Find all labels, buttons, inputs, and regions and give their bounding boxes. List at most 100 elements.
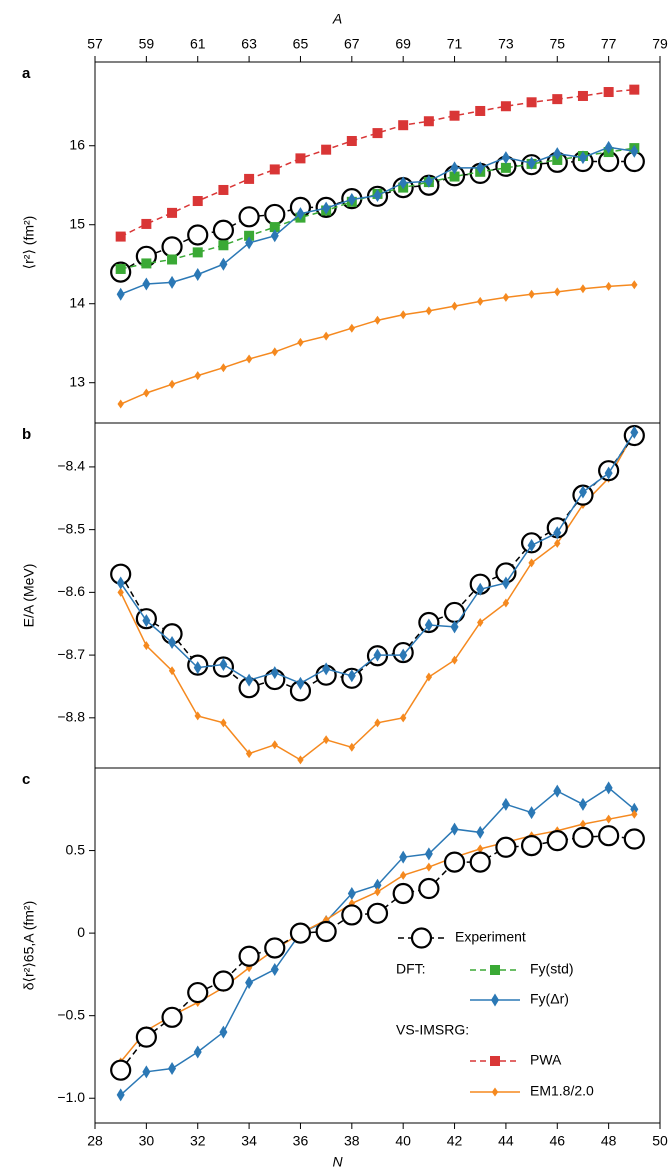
- x2-tick-label: 75: [549, 36, 565, 52]
- marker: [168, 636, 177, 650]
- marker: [399, 850, 408, 864]
- marker: [348, 742, 356, 752]
- x-tick-label: 44: [498, 1133, 514, 1149]
- marker: [264, 203, 286, 226]
- marker: [116, 287, 125, 301]
- marker: [264, 937, 286, 959]
- marker: [192, 196, 203, 207]
- marker: [322, 735, 330, 745]
- marker: [579, 284, 587, 294]
- legend-heading: DFT:: [396, 961, 426, 977]
- marker: [373, 878, 382, 892]
- marker: [347, 669, 356, 683]
- x2-tick-label: 71: [447, 36, 463, 52]
- marker: [245, 673, 254, 687]
- marker: [193, 1045, 202, 1059]
- marker: [502, 598, 510, 608]
- x2-tick-label: 77: [601, 36, 617, 52]
- marker: [271, 347, 278, 357]
- marker: [631, 809, 638, 819]
- marker: [219, 1025, 228, 1039]
- x2-axis-label: A: [332, 11, 342, 27]
- marker: [269, 222, 280, 233]
- marker: [501, 151, 510, 165]
- y-tick-label: −8.5: [57, 520, 85, 536]
- marker: [631, 280, 638, 290]
- marker: [168, 379, 176, 389]
- marker: [168, 1062, 177, 1076]
- marker: [501, 576, 510, 590]
- marker: [399, 713, 407, 723]
- marker: [477, 296, 484, 306]
- marker: [572, 826, 594, 848]
- marker: [269, 164, 280, 175]
- marker: [347, 192, 356, 206]
- marker: [187, 981, 209, 1004]
- marker: [553, 147, 562, 161]
- x-tick-label: 32: [190, 1133, 206, 1149]
- marker: [117, 399, 124, 409]
- marker: [347, 886, 356, 900]
- x-tick-label: 30: [139, 1133, 155, 1149]
- x2-tick-label: 61: [190, 36, 206, 52]
- legend-marker: [491, 1087, 499, 1097]
- marker: [245, 749, 253, 759]
- x2-tick-label: 67: [344, 36, 360, 52]
- x-tick-label: 28: [87, 1133, 103, 1149]
- marker: [528, 289, 535, 299]
- marker: [630, 425, 639, 439]
- marker: [194, 371, 201, 381]
- marker: [469, 851, 491, 873]
- legend-label: Experiment: [455, 929, 526, 945]
- marker: [629, 84, 640, 95]
- marker: [476, 825, 485, 839]
- y-axis-label: ⟨r²⟩ (fm²): [21, 216, 37, 270]
- marker: [578, 797, 587, 811]
- x-tick-label: 50: [652, 1133, 668, 1149]
- marker: [296, 207, 305, 221]
- marker: [245, 236, 254, 250]
- marker: [142, 614, 151, 628]
- marker: [161, 236, 183, 258]
- x2-tick-label: 59: [139, 36, 155, 52]
- marker: [321, 144, 332, 155]
- marker: [424, 618, 433, 632]
- marker: [372, 128, 383, 139]
- marker: [603, 87, 614, 98]
- marker: [552, 94, 563, 105]
- x-tick-label: 46: [549, 1133, 565, 1149]
- marker: [450, 822, 459, 836]
- legend-label: PWA: [530, 1052, 562, 1068]
- marker: [141, 258, 152, 269]
- marker: [296, 676, 305, 690]
- series-line: [120, 813, 635, 1063]
- marker: [297, 755, 304, 765]
- marker: [192, 247, 203, 258]
- marker: [500, 162, 511, 173]
- marker: [219, 658, 228, 671]
- x-tick-label: 42: [447, 1133, 463, 1149]
- marker: [476, 582, 485, 596]
- marker: [220, 363, 227, 373]
- y-tick-label: −8.7: [57, 646, 85, 662]
- marker: [425, 306, 433, 316]
- marker: [238, 206, 260, 228]
- marker: [604, 781, 613, 795]
- y-tick-label: 14: [69, 294, 85, 310]
- marker: [500, 101, 511, 112]
- marker: [245, 963, 253, 973]
- marker: [218, 240, 229, 251]
- marker: [187, 224, 209, 246]
- y-axis-label: E/A (MeV): [21, 564, 37, 628]
- marker: [193, 267, 202, 281]
- marker: [373, 648, 382, 662]
- marker: [245, 354, 253, 364]
- marker: [220, 718, 227, 728]
- marker: [425, 672, 433, 682]
- marker: [605, 814, 612, 824]
- marker: [115, 231, 126, 242]
- marker: [554, 287, 561, 297]
- marker: [143, 641, 150, 651]
- marker: [374, 718, 381, 728]
